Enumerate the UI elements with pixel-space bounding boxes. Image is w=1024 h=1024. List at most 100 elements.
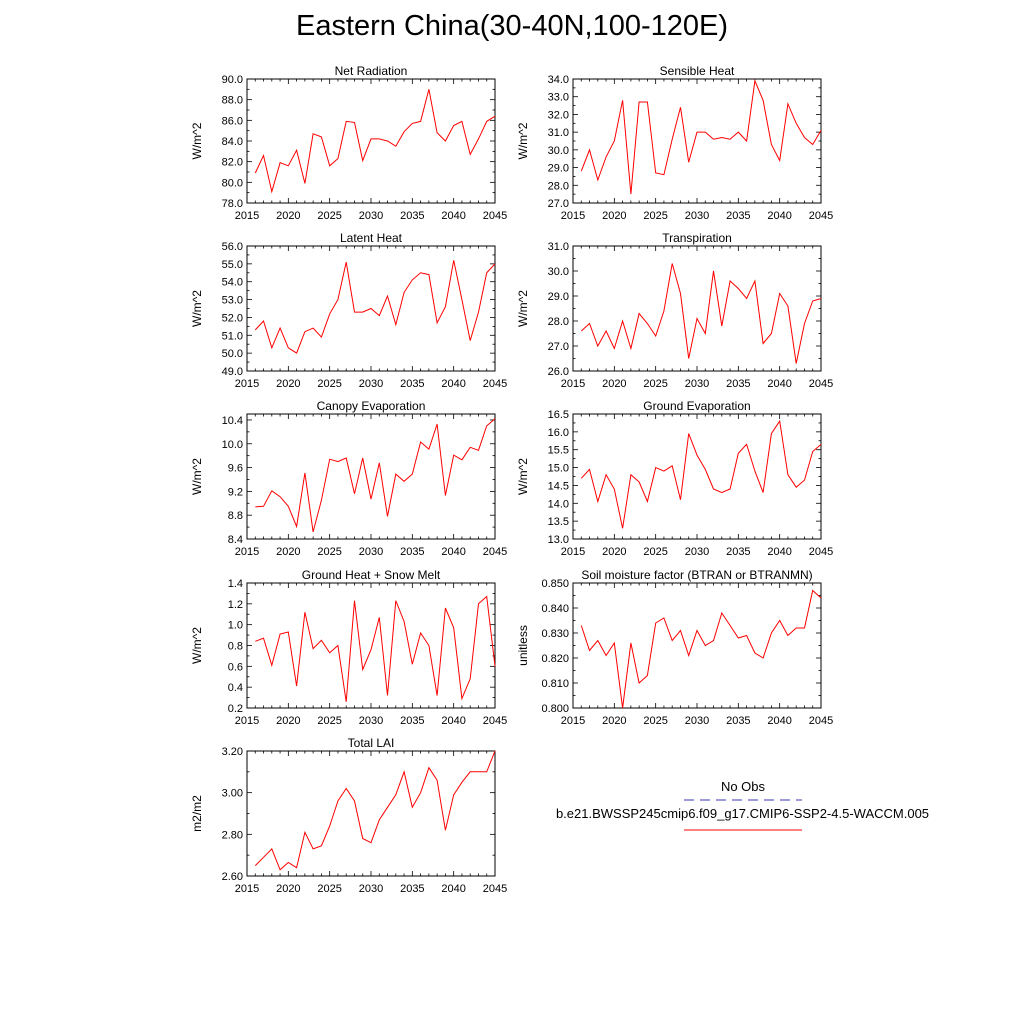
x-tick-label: 2045 — [809, 210, 833, 222]
x-tick-label: 2025 — [317, 715, 341, 727]
plot-frame — [572, 413, 822, 540]
data-series-line — [580, 78, 822, 195]
x-tick-label: 2025 — [643, 715, 667, 727]
x-tick-label: 2030 — [359, 883, 383, 895]
y-tick-label: 0.8 — [228, 641, 243, 653]
chart-panel-6: Ground Evaporation W/m^2 2015 2020 2025 2030 2… — [516, 399, 833, 558]
x-tick-label: 2040 — [767, 378, 791, 390]
y-tick-label: 9.2 — [228, 486, 243, 498]
y-tick-label: 0.820 — [541, 653, 569, 665]
y-tick-label: 1.4 — [228, 578, 243, 590]
x-tick-label: 2035 — [400, 715, 424, 727]
y-tick-label: 13.0 — [548, 534, 569, 546]
chart-panel-1: Net Radiation W/m^2 2015 2020 2025 2030 2035 20… — [190, 64, 507, 222]
x-tick-label: 2040 — [441, 210, 465, 222]
y-tick-label: 16.0 — [548, 427, 569, 439]
y-axis-label: W/m^2 — [516, 122, 530, 159]
y-tick-label: 16.5 — [548, 409, 569, 421]
y-tick-label: 49.0 — [222, 366, 243, 378]
x-tick-label: 2030 — [685, 546, 709, 558]
chart-panel-4: Transpiration W/m^2 2015 2020 2025 2030 2035 20… — [516, 231, 833, 390]
chart-panel-9: Total LAI m2/m2 2015 2020 2025 2030 2035 2040 20… — [190, 736, 507, 895]
x-tick-label: 2015 — [235, 883, 259, 895]
y-tick-label: 0.2 — [228, 703, 243, 715]
x-tick-label: 2045 — [483, 883, 507, 895]
figure-title: Eastern China(30-40N,100-120E) — [295, 10, 729, 42]
x-tick-label: 2020 — [602, 210, 626, 222]
x-tick-label: 2020 — [602, 715, 626, 727]
x-tick-label: 2020 — [602, 378, 626, 390]
x-tick-label: 2040 — [767, 546, 791, 558]
y-axis-label: W/m^2 — [190, 290, 204, 327]
data-series-line — [254, 260, 496, 354]
y-tick-label: 0.840 — [541, 603, 569, 615]
plot-frame — [572, 245, 822, 372]
x-tick-label: 2025 — [643, 546, 667, 558]
x-tick-label: 2015 — [235, 210, 259, 222]
y-tick-label: 34.0 — [548, 74, 569, 86]
y-tick-label: 2.80 — [222, 829, 243, 841]
chart-panel-2: Sensible Heat W/m^2 2015 2020 2025 2030 2035 20… — [516, 64, 833, 222]
y-tick-label: 32.0 — [548, 109, 569, 121]
y-tick-label: 15.5 — [548, 445, 569, 457]
x-tick-label: 2015 — [561, 546, 585, 558]
plot-frame — [246, 413, 496, 540]
y-tick-label: 30.0 — [548, 266, 569, 278]
x-tick-label: 2040 — [441, 546, 465, 558]
x-tick-label: 2020 — [276, 378, 300, 390]
x-tick-label: 2015 — [235, 715, 259, 727]
x-tick-label: 2045 — [483, 546, 507, 558]
y-tick-label: 28.0 — [548, 180, 569, 192]
y-tick-label: 54.0 — [222, 277, 243, 289]
y-tick-label: 10.0 — [222, 439, 243, 451]
x-tick-label: 2035 — [726, 546, 750, 558]
y-tick-label: 0.6 — [228, 661, 243, 673]
chart-panel-3: Latent Heat W/m^2 2015 2020 2025 2030 2035 2040… — [190, 231, 507, 390]
y-tick-label: 14.0 — [548, 498, 569, 510]
y-tick-label: 50.0 — [222, 348, 243, 360]
y-axis-label: W/m^2 — [190, 627, 204, 664]
x-tick-label: 2030 — [359, 715, 383, 727]
y-tick-label: 0.800 — [541, 703, 569, 715]
y-tick-label: 31.0 — [548, 127, 569, 139]
panel-title: Latent Heat — [340, 231, 403, 245]
x-tick-label: 2035 — [400, 883, 424, 895]
y-tick-label: 78.0 — [222, 198, 243, 210]
x-tick-label: 2015 — [561, 210, 585, 222]
y-axis-label: W/m^2 — [190, 122, 204, 159]
y-tick-label: 13.5 — [548, 516, 569, 528]
x-tick-label: 2045 — [809, 378, 833, 390]
plot-frame — [572, 582, 822, 709]
y-tick-label: 31.0 — [548, 241, 569, 253]
x-tick-label: 2040 — [767, 715, 791, 727]
data-series-line — [580, 589, 822, 709]
y-tick-label: 55.0 — [222, 259, 243, 271]
y-tick-label: 8.4 — [228, 534, 243, 546]
panel-title: Ground Evaporation — [643, 399, 750, 413]
legend-obs-label: No Obs — [720, 779, 766, 794]
data-series-line — [580, 419, 822, 529]
y-tick-label: 90.0 — [222, 74, 243, 86]
x-tick-label: 2035 — [400, 378, 424, 390]
y-tick-label: 0.810 — [541, 678, 569, 690]
x-tick-label: 2015 — [235, 378, 259, 390]
x-tick-label: 2045 — [483, 378, 507, 390]
panel-title: Total LAI — [348, 736, 395, 750]
x-tick-label: 2030 — [685, 210, 709, 222]
y-tick-label: 1.2 — [228, 599, 243, 611]
y-tick-label: 88.0 — [222, 95, 243, 107]
x-tick-label: 2020 — [276, 210, 300, 222]
chart-panel-8: Soil moisture factor (BTRAN or BTRANMN) u… — [516, 568, 833, 727]
panel-title: Net Radiation — [335, 64, 408, 78]
x-tick-label: 2030 — [359, 378, 383, 390]
y-tick-label: 52.0 — [222, 312, 243, 324]
plot-frame — [246, 582, 496, 709]
x-tick-label: 2020 — [276, 715, 300, 727]
y-tick-label: 3.20 — [222, 746, 243, 758]
x-tick-label: 2045 — [809, 715, 833, 727]
x-tick-label: 2040 — [441, 378, 465, 390]
y-tick-label: 80.0 — [222, 177, 243, 189]
x-tick-label: 2030 — [685, 715, 709, 727]
y-tick-label: 1.0 — [228, 620, 243, 632]
